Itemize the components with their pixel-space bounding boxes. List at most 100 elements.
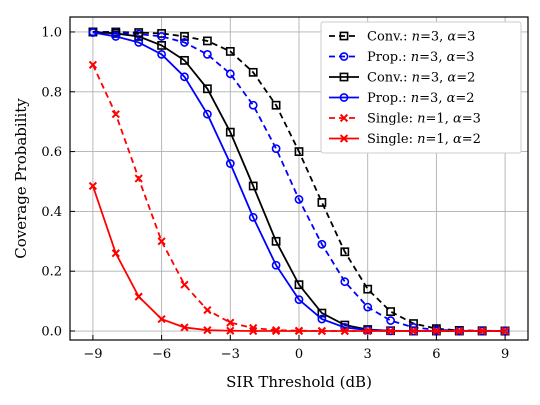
x-tick-label: 9: [501, 347, 509, 362]
legend-label: Single: n=1, α=3: [367, 112, 481, 127]
data-point: [88, 181, 98, 191]
data-point: [180, 32, 189, 41]
legend-marker: [339, 113, 349, 123]
data-point: [455, 326, 464, 336]
data-point: [271, 144, 281, 153]
x-tick-label: 3: [364, 347, 372, 362]
data-point: [271, 260, 281, 270]
legend-marker: [339, 72, 349, 82]
data-point: [271, 236, 281, 246]
data-point: [225, 127, 235, 137]
data-point: [225, 46, 235, 56]
data-point: [363, 326, 372, 336]
data-point: [248, 67, 258, 77]
data-point: [478, 326, 487, 336]
data-point: [340, 247, 350, 257]
data-point: [225, 159, 235, 168]
data-point: [203, 84, 212, 94]
data-point: [203, 36, 212, 46]
legend-entry: Single: n=1, α=2: [329, 132, 481, 147]
legend-box: [320, 21, 522, 154]
data-point: [202, 109, 212, 119]
data-point: [432, 326, 441, 336]
data-point: [294, 295, 304, 305]
series-line: [92, 31, 506, 332]
data-point: [294, 195, 304, 204]
x-tick-label: −6: [152, 347, 171, 362]
data-point: [294, 147, 304, 156]
legend-marker: [339, 93, 349, 102]
y-tick-label: 0.8: [41, 85, 62, 100]
x-axis-title: SIR Threshold (dB): [226, 373, 372, 391]
data-point: [271, 326, 281, 336]
data-point: [157, 237, 166, 246]
data-point: [134, 292, 143, 301]
legend: Conv.: n=3, α=3 Prop.: n=3, α=3 Conv.: n=3…: [320, 21, 522, 154]
data-point: [180, 38, 189, 47]
legend-entry: Prop.: n=3, α=3: [329, 50, 475, 65]
y-tick-label: 1.0: [41, 25, 62, 40]
data-point: [157, 49, 166, 59]
data-point: [180, 323, 189, 332]
data-point: [225, 69, 235, 79]
data-point: [180, 72, 189, 82]
series-layer: [88, 27, 510, 336]
data-point: [409, 326, 418, 336]
data-point: [202, 49, 212, 59]
data-point: [88, 60, 98, 69]
y-tick-label: 0.6: [41, 145, 62, 160]
data-point: [134, 32, 144, 41]
data-point: [134, 174, 143, 183]
legend-label: Conv.: n=3, α=3: [367, 30, 475, 45]
data-point: [249, 326, 258, 336]
data-point: [317, 308, 327, 318]
data-point: [134, 38, 144, 47]
data-point: [157, 41, 166, 50]
y-tick-label: 0.2: [41, 265, 62, 280]
data-point: [88, 28, 98, 37]
data-point: [248, 100, 258, 110]
data-point: [386, 316, 395, 325]
legend-label: Prop.: n=3, α=2: [367, 91, 475, 106]
legend-entry: Conv.: n=3, α=3: [329, 30, 475, 45]
data-point: [180, 55, 189, 65]
data-point: [340, 326, 349, 336]
data-point: [111, 249, 120, 258]
legend-entry: Prop.: n=3, α=2: [329, 91, 475, 106]
y-tick-label: 0.4: [41, 205, 62, 220]
data-point: [157, 29, 166, 38]
y-axis-title: Coverage Probability: [12, 98, 30, 259]
legend-marker: [339, 52, 349, 61]
legend-entry: Conv.: n=3, α=2: [329, 71, 475, 86]
data-point: [317, 314, 327, 324]
data-point: [500, 326, 510, 336]
data-point: [317, 326, 327, 336]
legend-marker: [339, 31, 349, 41]
y-tick-label: 0.0: [41, 325, 62, 340]
data-point: [203, 305, 212, 315]
data-point: [203, 326, 212, 335]
data-point: [226, 326, 235, 335]
data-point: [157, 32, 166, 41]
x-tick-label: −9: [83, 347, 102, 362]
series-6: [88, 181, 510, 336]
legend-marker: [339, 134, 349, 143]
data-point: [111, 110, 120, 119]
data-point: [363, 284, 373, 294]
data-point: [111, 32, 121, 41]
legend-label: Prop.: n=3, α=3: [367, 50, 475, 65]
data-point: [317, 239, 327, 249]
data-point: [180, 280, 189, 289]
data-point: [386, 326, 395, 336]
legend-label: Single: n=1, α=2: [367, 132, 481, 147]
axis-ticks: −9 −6 −3 0 3 6 9 0.0 0.2 0.4 0.6 0.8 1.0: [41, 25, 509, 362]
data-point: [386, 307, 395, 316]
data-point: [294, 280, 304, 290]
x-tick-label: 6: [432, 347, 440, 362]
data-point: [294, 326, 304, 336]
data-point: [363, 302, 373, 312]
legend-entry: Single: n=1, α=3: [329, 112, 481, 127]
data-point: [248, 212, 258, 222]
data-point: [317, 198, 327, 207]
